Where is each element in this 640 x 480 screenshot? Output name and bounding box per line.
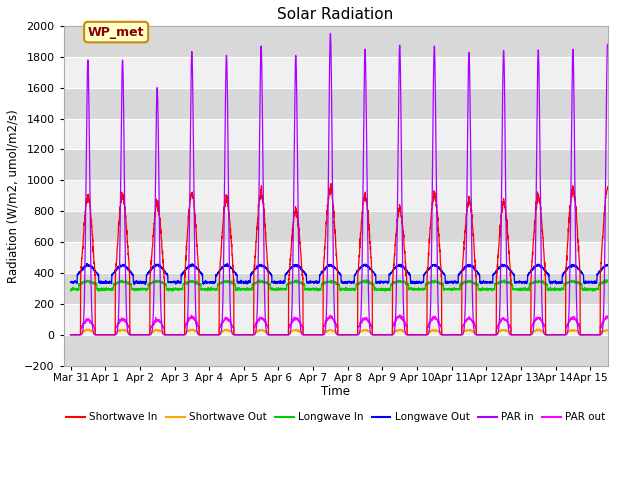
Y-axis label: Radiation (W/m2, umol/m2/s): Radiation (W/m2, umol/m2/s) bbox=[7, 109, 20, 283]
Bar bbox=[63, 273, 607, 304]
Bar bbox=[63, 26, 607, 57]
Title: Solar Radiation: Solar Radiation bbox=[278, 7, 394, 22]
Bar bbox=[63, 180, 607, 211]
Bar bbox=[63, 119, 607, 149]
Bar bbox=[63, 149, 607, 180]
Bar bbox=[63, 88, 607, 119]
Bar bbox=[63, 57, 607, 88]
Text: WP_met: WP_met bbox=[88, 25, 145, 38]
Bar bbox=[63, 211, 607, 242]
Bar bbox=[63, 304, 607, 335]
Legend: Shortwave In, Shortwave Out, Longwave In, Longwave Out, PAR in, PAR out: Shortwave In, Shortwave Out, Longwave In… bbox=[62, 408, 609, 427]
Bar bbox=[63, 242, 607, 273]
X-axis label: Time: Time bbox=[321, 385, 350, 398]
Bar bbox=[63, 335, 607, 366]
